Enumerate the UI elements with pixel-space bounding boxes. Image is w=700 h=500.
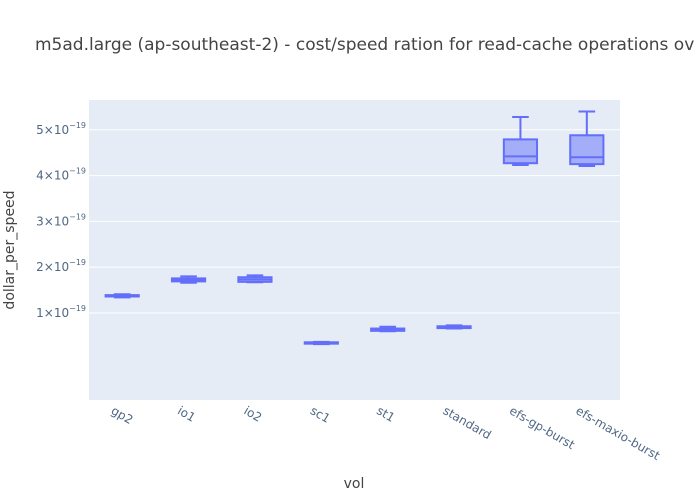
box-gp2	[104, 293, 140, 299]
box-standard	[436, 324, 472, 330]
x-tick-label: io2	[241, 403, 264, 424]
iqr-box	[569, 134, 605, 166]
y-tick-label: 5×10−19	[36, 121, 86, 137]
box-efs-maxio-burst	[569, 110, 605, 167]
x-tick-label: efs-maxio-burst	[573, 403, 662, 463]
box-st1	[370, 325, 406, 333]
y-axis-ticks: 1×10−19 2×10−19 3×10−19 4×10−19 5×10−19	[36, 121, 86, 320]
box-sc1	[303, 340, 339, 346]
y-tick-label: 4×10−19	[36, 167, 86, 183]
y-tick-label: 3×10−19	[36, 212, 86, 228]
x-tick-label: sc1	[308, 403, 333, 425]
x-tick-label: standard	[441, 403, 494, 442]
x-axis-ticks: gp2 io1 io2 sc1 st1 standard efs-gp-burstefs-m…	[109, 403, 663, 463]
gridlines	[89, 129, 620, 314]
box-series	[104, 110, 605, 346]
x-tick-label: efs-gp-burst	[507, 403, 577, 452]
y-tick-label: 2×10−19	[36, 258, 86, 274]
x-tick-label: gp2	[109, 403, 136, 427]
y-tick-label: 1×10−19	[36, 304, 86, 320]
x-tick-label: st1	[374, 403, 397, 424]
chart-title: m5ad.large (ap-southeast-2) - cost/speed…	[35, 35, 694, 55]
plot-area	[89, 100, 620, 400]
box-efs-gp-burst	[502, 115, 539, 167]
x-tick-label: io1	[175, 403, 198, 424]
x-axis-title: vol	[344, 476, 365, 492]
box-io1	[170, 275, 207, 284]
iqr-box	[502, 138, 539, 165]
box-io2	[237, 274, 273, 284]
y-axis-title: dollar_per_speed	[2, 190, 18, 309]
